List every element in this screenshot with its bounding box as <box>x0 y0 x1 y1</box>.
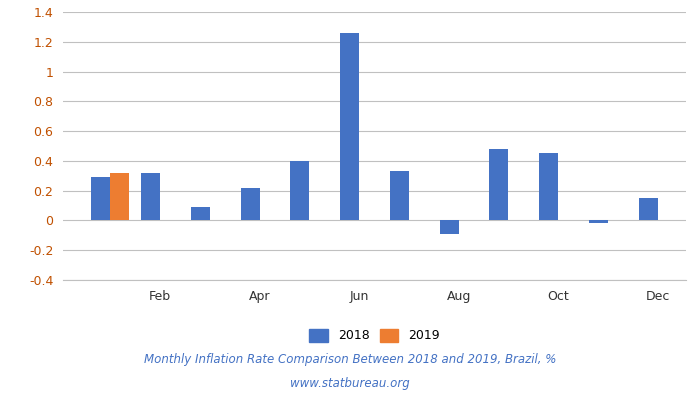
Bar <box>191 207 210 220</box>
Bar <box>489 149 508 220</box>
Text: Monthly Inflation Rate Comparison Between 2018 and 2019, Brazil, %: Monthly Inflation Rate Comparison Betwee… <box>144 354 556 366</box>
Bar <box>440 220 459 234</box>
Bar <box>110 173 129 220</box>
Bar <box>340 33 359 220</box>
Bar <box>589 220 608 224</box>
Bar <box>639 198 658 220</box>
Bar <box>290 161 309 220</box>
Bar <box>91 177 110 220</box>
Bar <box>241 188 260 220</box>
Legend: 2018, 2019: 2018, 2019 <box>304 324 445 347</box>
Bar <box>141 173 160 220</box>
Bar <box>539 154 558 220</box>
Bar <box>390 171 409 220</box>
Text: www.statbureau.org: www.statbureau.org <box>290 378 410 390</box>
